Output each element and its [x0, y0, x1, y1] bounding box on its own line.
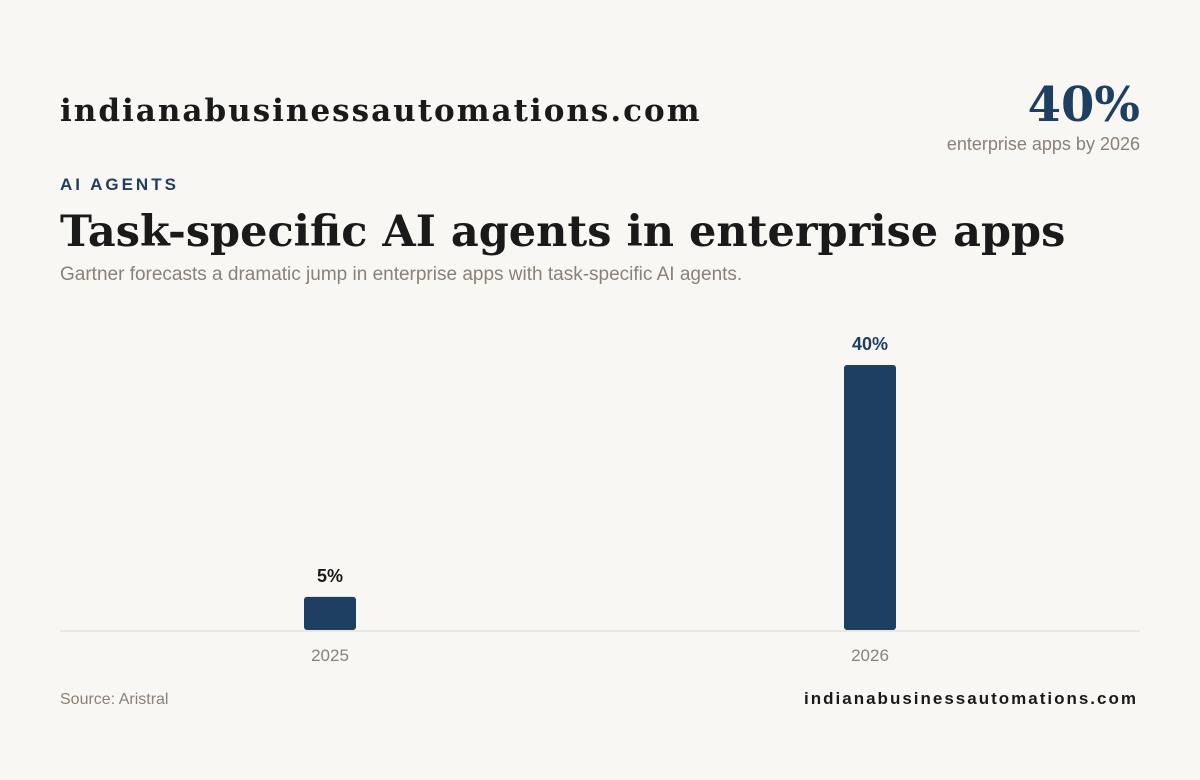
value-label: 5% [317, 566, 343, 586]
highlight-value: 40% [1028, 77, 1140, 133]
x-tick-label: 2026 [851, 646, 889, 665]
plot: 2025 5% 2026 40% [304, 334, 896, 665]
footer-site: indianabusinessautomations.com [804, 689, 1138, 708]
x-tick-label: 2025 [311, 646, 349, 665]
kicker: AI AGENTS [60, 175, 179, 194]
bar [844, 365, 896, 630]
chart-title: Task-specific AI agents in enterprise ap… [60, 207, 1065, 257]
chart-subtitle: Gartner forecasts a dramatic jump in ent… [60, 264, 742, 285]
brand: indianabusinessautomations.com [60, 93, 702, 129]
value-label: 40% [852, 334, 888, 354]
highlight-caption: enterprise apps by 2026 [947, 134, 1140, 154]
bar [304, 596, 356, 630]
source: Source: Aristral [60, 691, 168, 708]
